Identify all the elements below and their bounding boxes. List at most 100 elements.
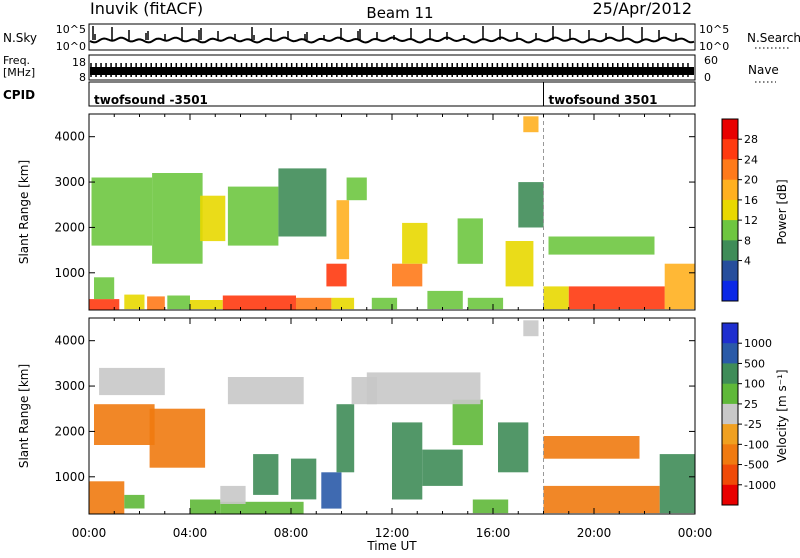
nsky-noise-line — [89, 36, 695, 44]
cpid-label: CPID — [3, 88, 35, 102]
colorbar-swatch — [722, 179, 738, 201]
heatmap-cell — [124, 294, 145, 310]
colorbar-swatch — [722, 484, 738, 506]
heatmap-cell — [291, 458, 317, 500]
heatmap-cell — [89, 299, 120, 310]
nsky-trace — [89, 26, 695, 44]
freq-strip-frame — [88, 54, 696, 81]
heatmap-cell — [548, 236, 655, 255]
heatmap-cell — [94, 277, 115, 300]
y-tick-label: 4000 — [54, 130, 85, 144]
x-tick-label: 08:00 — [274, 526, 309, 540]
heatmap-cell — [366, 372, 481, 405]
freq-left-label-2: [MHz] — [3, 66, 35, 79]
velocity-colorbar: 1000 500 100 25 -25 -100 -500 -1000 — [721, 322, 776, 506]
x-tick-label: 16:00 — [476, 526, 511, 540]
heatmap-cell — [505, 241, 534, 287]
colorbar-tick-label: -100 — [744, 438, 769, 451]
freq-right-tick-bottom: 0 — [704, 71, 711, 84]
colorbar-swatch — [722, 119, 738, 140]
colorbar-tick-label: 24 — [744, 153, 758, 166]
heatmap-cell — [220, 485, 246, 504]
velocity-heatmap-cells — [89, 320, 695, 515]
heatmap-cell — [659, 454, 695, 514]
colorbar-swatch — [722, 220, 738, 241]
velocity-colorbar-label: Velocity [m s⁻¹] — [775, 369, 789, 462]
y-tick-label: 4000 — [54, 334, 85, 348]
heatmap-cell — [152, 173, 203, 264]
colorbar-frame — [721, 322, 739, 506]
colorbar-swatch — [722, 403, 738, 425]
heatmap-cell — [472, 499, 509, 514]
x-tick-label: 00:00 — [678, 526, 713, 540]
cpid-segment-label: twofsound -3501 — [94, 93, 208, 107]
y-tick-label: 2000 — [54, 424, 85, 438]
heatmap-cell — [568, 286, 665, 310]
colorbar-tick-label: 8 — [744, 234, 751, 247]
heatmap-cell — [89, 481, 125, 514]
colorbar-swatch — [722, 444, 738, 465]
x-tick-label: 00:00 — [72, 526, 107, 540]
colorbar-tick-label: 20 — [744, 174, 758, 187]
heatmap-cell — [222, 295, 296, 310]
nsky-right-tick-top: 10^5 — [699, 23, 729, 36]
heatmap-cell — [147, 296, 165, 310]
heatmap-cell — [523, 320, 539, 337]
cpid-segment-label: twofsound 3501 — [549, 93, 658, 107]
colorbar-swatch — [722, 383, 738, 405]
heatmap-cell — [321, 472, 342, 509]
freq-left-tick-bottom: 8 — [79, 71, 86, 84]
cpid-strip-frame — [88, 81, 696, 107]
colorbar-tick-label: 100 — [744, 378, 765, 391]
heatmap-cell — [402, 222, 428, 264]
heatmap-cell — [518, 182, 544, 228]
heatmap-cell — [543, 436, 640, 459]
velocity-panel-frame — [88, 317, 696, 515]
heatmap-cell — [220, 501, 304, 515]
colorbar-swatch — [722, 464, 738, 486]
y-tick-label: 1000 — [54, 266, 85, 280]
heatmap-cell — [346, 177, 367, 201]
colorbar-tick-label: 1000 — [744, 337, 772, 350]
heatmap-cell — [326, 263, 347, 287]
heatmap-cell — [190, 300, 223, 310]
heatmap-cell — [200, 195, 226, 242]
colorbar-swatch — [722, 424, 738, 445]
heatmap-cell — [253, 454, 279, 495]
heatmap-cell — [278, 168, 327, 237]
colorbar-tick-label: 12 — [744, 214, 758, 227]
heatmap-cell — [543, 485, 660, 514]
y-tick-label: 3000 — [54, 379, 85, 393]
colorbar-frame — [721, 118, 739, 302]
colorbar-tick-label: 500 — [744, 357, 765, 370]
nsearch-right-label: N.Search — [747, 31, 800, 45]
heatmap-cell — [452, 399, 483, 446]
heatmap-cell — [331, 297, 355, 310]
heatmap-cell — [190, 499, 221, 514]
colorbar-swatch — [722, 280, 738, 302]
x-axis-ticks: 00:00 04:00 08:00 12:00 16:00 20:00 00:00 — [72, 526, 713, 540]
heatmap-cell — [296, 297, 332, 311]
heatmap-cell — [422, 449, 463, 486]
colorbar-tick-label: -25 — [744, 418, 762, 431]
colorbar-tick-label: 16 — [744, 194, 758, 207]
colorbar-tick-label: -1000 — [744, 479, 776, 492]
power-ylabel: Slant Range [km] — [17, 160, 31, 264]
y-tick-label: 2000 — [54, 220, 85, 234]
heatmap-cell — [99, 367, 165, 396]
heatmap-cell — [149, 408, 206, 468]
x-tick-label: 04:00 — [173, 526, 208, 540]
station-title: Inuvik (fitACF) — [90, 0, 203, 18]
velocity-axes: 1000 2000 3000 4000 — [54, 318, 696, 514]
nsky-left-tick-top: 10^5 — [56, 23, 86, 36]
heatmap-cell — [124, 494, 145, 509]
heatmap-cell — [167, 295, 190, 310]
power-colorbar: 28 24 20 16 12 8 4 — [721, 118, 758, 302]
heatmap-cell — [371, 297, 398, 310]
x-tick-label: 12:00 — [375, 526, 410, 540]
colorbar-swatch — [722, 343, 738, 364]
heatmap-cell — [227, 377, 304, 405]
date-title: 25/Apr/2012 — [592, 0, 692, 18]
